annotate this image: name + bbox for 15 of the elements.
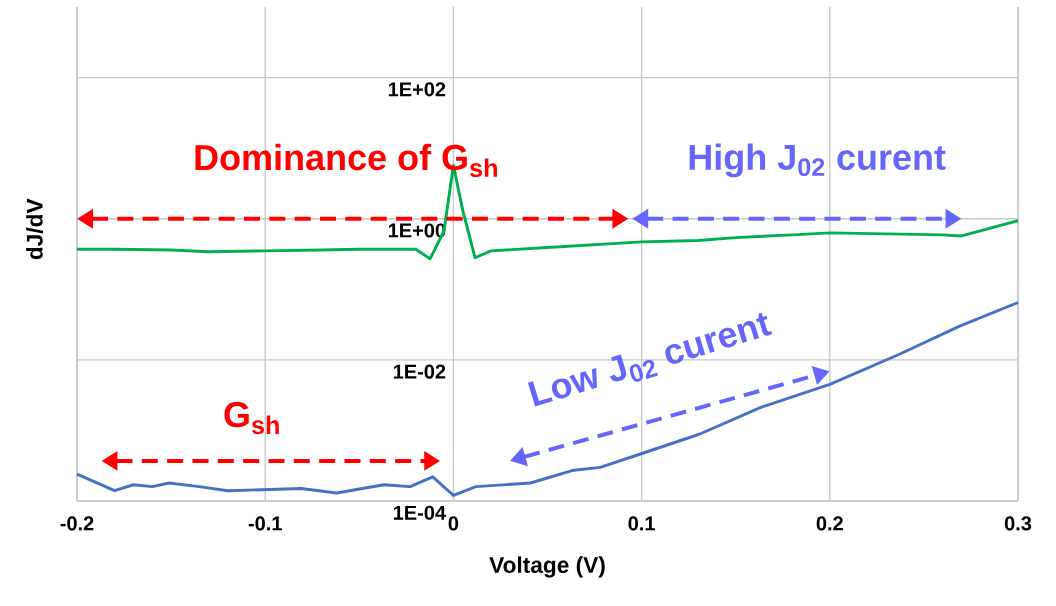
x-tick-label: 0.2 [816, 516, 843, 531]
x-tick-label: -0.1 [248, 516, 282, 531]
annotation: High J$_{02}$ curent [689, 143, 946, 178]
y-tick-label: 1E-02 [393, 364, 446, 379]
x-tick-label: 0.1 [628, 516, 655, 531]
x-tick-label: -0.2 [60, 516, 94, 531]
x-tick-label: 0 [448, 516, 459, 531]
y-axis-title: dJ/dV [26, 198, 43, 260]
annotation: Low J$_{02}$ curent [527, 312, 773, 407]
y-tick-label: 1E-04 [393, 505, 446, 520]
x-axis-title: Voltage (V) [489, 556, 605, 578]
x-tick-label: 0.3 [1004, 516, 1032, 531]
annotation: Dominance of G$_{sh}$ [195, 143, 497, 178]
y-tick-label: 1E+02 [388, 82, 446, 97]
annotation: G$_{sh}$ [224, 401, 279, 435]
